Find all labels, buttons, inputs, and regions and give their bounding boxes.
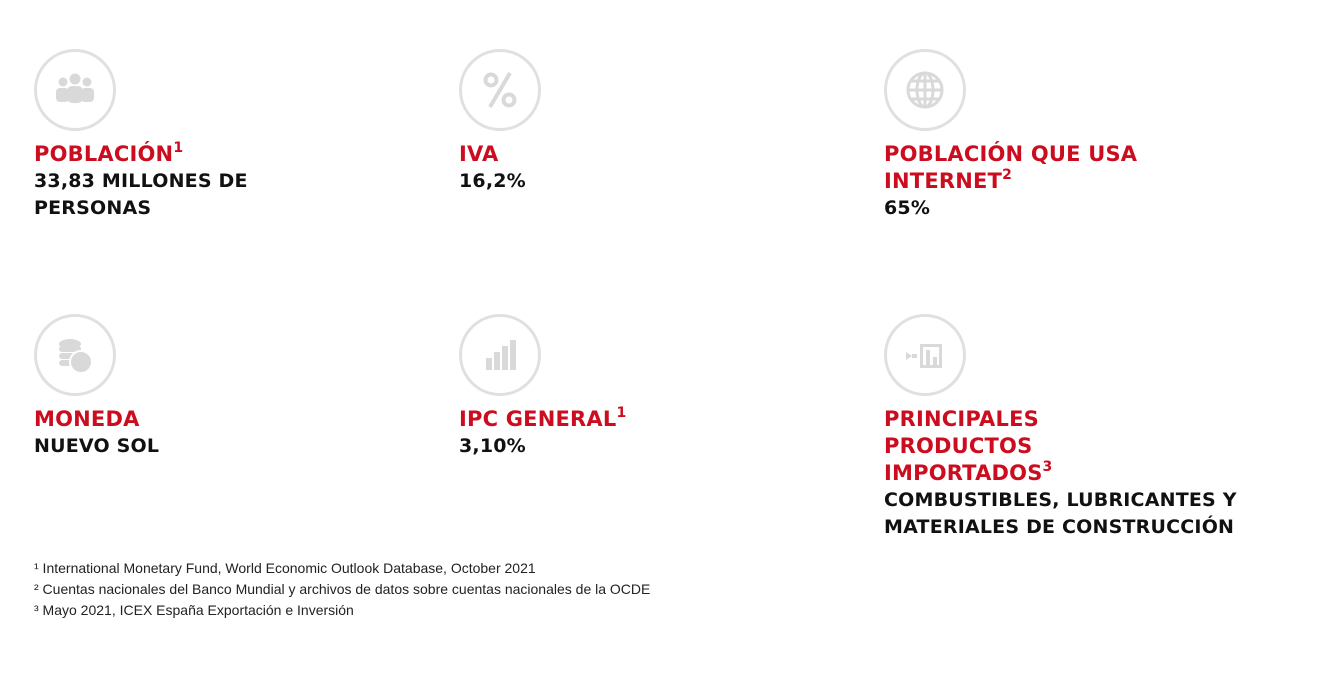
- footnotes: ¹ International Monetary Fund, World Eco…: [34, 558, 650, 621]
- percent-icon: [459, 49, 541, 131]
- stat-importados: PRINCIPALES PRODUCTOS IMPORTADOS3 COMBUS…: [884, 314, 1284, 541]
- bar-chart-icon: [459, 314, 541, 396]
- warehouse-import-icon: [884, 314, 966, 396]
- stat-ipc: IPC GENERAL1 3,10%: [459, 314, 839, 460]
- stat-title: IVA: [459, 142, 499, 166]
- stat-title: POBLACIÓN1: [34, 140, 184, 166]
- globe-icon: [884, 49, 966, 131]
- stat-title: IPC GENERAL1: [459, 405, 627, 431]
- stat-value: 3,10%: [459, 435, 526, 457]
- stat-title: PRINCIPALES PRODUCTOS IMPORTADOS3: [884, 407, 1053, 485]
- stat-title: MONEDA: [34, 407, 140, 431]
- people-icon: [34, 49, 116, 131]
- footnote-2: ² Cuentas nacionales del Banco Mundial y…: [34, 581, 651, 597]
- stat-value: 16,2%: [459, 170, 526, 192]
- stat-title: POBLACIÓN QUE USA INTERNET2: [884, 142, 1138, 193]
- stat-internet: POBLACIÓN QUE USA INTERNET2 65%: [884, 49, 1264, 222]
- stat-value: COMBUSTIBLES, LUBRICANTES Y MATERIALES D…: [884, 489, 1237, 538]
- stat-poblacion: POBLACIÓN1 33,83 MILLONES DE PERSONAS: [34, 49, 414, 222]
- stat-value: 33,83 MILLONES DE PERSONAS: [34, 170, 248, 219]
- stat-iva: IVA 16,2%: [459, 49, 839, 195]
- footnote-1: ¹ International Monetary Fund, World Eco…: [34, 560, 536, 576]
- coins-icon: [34, 314, 116, 396]
- stat-value: 65%: [884, 197, 931, 219]
- footnote-3: ³ Mayo 2021, ICEX España Exportación e I…: [34, 602, 354, 618]
- stat-value: NUEVO SOL: [34, 435, 160, 457]
- stat-moneda: MONEDA NUEVO SOL: [34, 314, 414, 460]
